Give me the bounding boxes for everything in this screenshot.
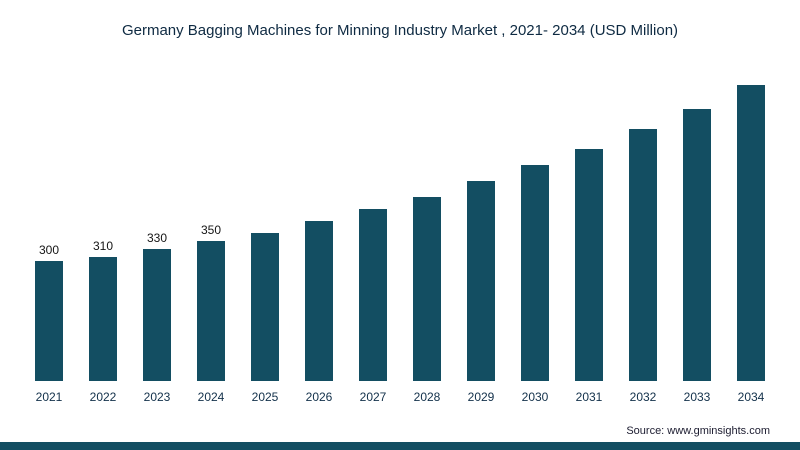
x-tick-label: 2023	[143, 390, 171, 404]
x-tick-label: 2030	[521, 390, 549, 404]
bar-column: 2032	[616, 111, 670, 404]
bar	[467, 181, 495, 381]
bar-column: 2025	[238, 215, 292, 404]
x-tick-label: 2025	[251, 390, 279, 404]
bar-column: 2034	[724, 67, 778, 404]
source-attribution: Source: www.gminsights.com	[626, 425, 770, 437]
x-tick-label: 2033	[683, 390, 711, 404]
x-tick-label: 2022	[89, 390, 117, 404]
bar-column: 2028	[400, 179, 454, 404]
bar	[521, 165, 549, 381]
x-tick-label: 2021	[35, 390, 63, 404]
bar-column: 2031	[562, 131, 616, 404]
x-tick-label: 2028	[413, 390, 441, 404]
bar	[251, 233, 279, 381]
bar	[737, 85, 765, 381]
x-tick-label: 2032	[629, 390, 657, 404]
bar	[575, 149, 603, 381]
bar-column: 2026	[292, 203, 346, 404]
bar-column: 310 2022	[76, 239, 130, 404]
bar-column: 2030	[508, 147, 562, 404]
bar-value-label: 300	[38, 243, 60, 257]
bar-column: 330 2023	[130, 231, 184, 404]
bar	[413, 197, 441, 381]
bar	[359, 209, 387, 381]
bar-column: 2033	[670, 91, 724, 404]
bar-column: 2029	[454, 163, 508, 404]
bar-value-label: 310	[92, 239, 114, 253]
x-tick-label: 2029	[467, 390, 495, 404]
bar	[89, 257, 117, 381]
bar-column: 350 2024	[184, 223, 238, 404]
x-tick-label: 2026	[305, 390, 333, 404]
bar-column: 2027	[346, 191, 400, 404]
x-tick-label: 2034	[737, 390, 765, 404]
plot-area: 300 2021 310 2022 330 2023 350 2024 2025 2026 2027…	[22, 66, 778, 404]
bar	[629, 129, 657, 381]
x-tick-label: 2031	[575, 390, 603, 404]
bar-value-label: 350	[200, 223, 222, 237]
bar-column: 300 2021	[22, 243, 76, 404]
bar	[143, 249, 171, 381]
x-tick-label: 2024	[197, 390, 225, 404]
bar	[305, 221, 333, 381]
bar	[35, 261, 63, 381]
chart-title: Germany Bagging Machines for Minning Ind…	[121, 22, 679, 39]
x-tick-label: 2027	[359, 390, 387, 404]
bar-value-label: 330	[146, 231, 168, 245]
footer-accent-bar	[0, 442, 800, 450]
bar	[197, 241, 225, 381]
bar	[683, 109, 711, 381]
